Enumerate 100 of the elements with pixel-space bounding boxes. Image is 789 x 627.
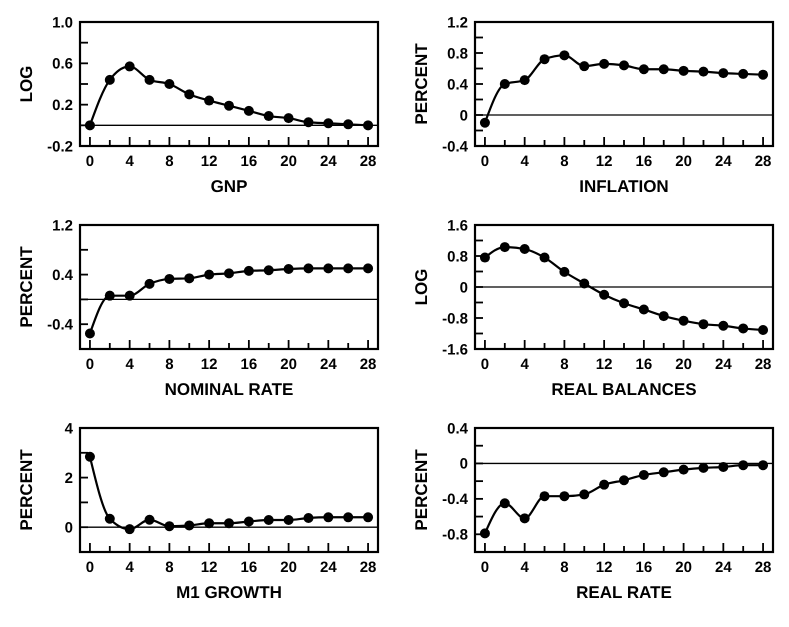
point [264, 111, 274, 122]
y-tick-label: -0.4 [47, 316, 74, 334]
point [84, 452, 95, 462]
x-tick-label: 12 [200, 153, 218, 170]
y-axis-title: PERCENT [412, 42, 431, 125]
y-tick-label: 0.8 [447, 45, 468, 62]
x-tick-label: 4 [520, 153, 530, 170]
point [184, 89, 194, 100]
point [758, 460, 768, 470]
x-tick-label: 20 [675, 153, 692, 170]
point [559, 266, 570, 277]
point [184, 273, 194, 284]
point [520, 244, 530, 254]
point [500, 498, 510, 508]
x-tick-label: 8 [560, 356, 569, 373]
point [698, 462, 708, 473]
x-axis-title: GNP [210, 177, 248, 196]
point [164, 79, 174, 89]
point [343, 119, 354, 130]
point [579, 278, 590, 289]
x-tick-label: 28 [360, 559, 376, 576]
point [579, 489, 590, 500]
point [718, 462, 728, 472]
point [678, 66, 689, 76]
x-tick-label: 20 [280, 559, 297, 576]
point [678, 464, 689, 475]
point [184, 520, 194, 530]
y-tick-label: 0 [64, 519, 73, 536]
point [619, 475, 629, 486]
point [84, 120, 95, 130]
point [104, 290, 115, 301]
point [599, 58, 610, 69]
y-axis-title: PERCENT [17, 246, 36, 328]
y-tick-label: 0.8 [447, 248, 468, 266]
point [559, 491, 570, 502]
point [738, 68, 748, 79]
x-tick-label: 4 [125, 356, 134, 373]
y-tick-label: 4 [64, 420, 74, 438]
point [343, 263, 354, 274]
point [284, 515, 294, 526]
x-tick-label: 0 [86, 356, 94, 373]
point [244, 266, 254, 276]
x-tick-label: 24 [714, 153, 732, 170]
x-axis-title: M1 GROWTH [176, 583, 282, 602]
point [638, 470, 649, 480]
point [363, 512, 374, 522]
x-tick-label: 8 [560, 559, 569, 576]
point [144, 278, 155, 289]
x-tick-label: 0 [86, 559, 94, 576]
x-tick-label: 24 [320, 559, 338, 576]
y-tick-label: 1.6 [447, 217, 468, 234]
x-axis-title: NOMINAL RATE [164, 380, 294, 399]
point [303, 117, 314, 128]
point [619, 60, 629, 70]
x-tick-label: 8 [560, 153, 569, 170]
point [738, 460, 748, 470]
point [658, 311, 669, 322]
y-tick-label: -0.8 [442, 526, 468, 544]
y-axis-title: LOG [17, 66, 36, 102]
point [758, 70, 768, 80]
point [500, 242, 510, 252]
y-tick-label: 0.4 [52, 266, 74, 284]
x-tick-label: 0 [86, 153, 94, 170]
y-tick-label: 0.2 [52, 96, 73, 114]
x-tick-label: 12 [200, 559, 218, 576]
point [343, 512, 354, 522]
point [619, 298, 629, 308]
point [599, 480, 610, 490]
x-axis-title: REAL BALANCES [551, 380, 697, 399]
point [540, 491, 550, 502]
x-tick-label: 28 [754, 153, 772, 170]
point [500, 79, 510, 89]
x-tick-label: 4 [520, 356, 530, 373]
y-axis-title: PERCENT [17, 448, 36, 531]
point [284, 113, 294, 124]
y-tick-label: -1.6 [442, 341, 468, 358]
point [638, 304, 649, 314]
x-tick-label: 28 [754, 559, 772, 576]
point [718, 68, 728, 78]
y-axis-title: LOG [412, 268, 431, 306]
x-tick-label: 4 [125, 153, 134, 170]
x-tick-label: 24 [320, 356, 338, 373]
x-tick-label: 20 [280, 153, 297, 170]
point [144, 514, 155, 525]
point [540, 252, 550, 263]
x-tick-label: 4 [520, 559, 530, 576]
y-tick-label: -0.4 [442, 138, 469, 156]
x-tick-label: 8 [165, 356, 174, 373]
y-tick-label: -0.8 [442, 310, 468, 328]
y-tick-label: 0 [460, 279, 468, 296]
point [520, 513, 530, 524]
point [204, 270, 214, 280]
x-tick-label: 28 [360, 356, 376, 373]
point [718, 320, 728, 331]
point [520, 75, 530, 86]
point [480, 252, 490, 263]
x-tick-label: 12 [200, 356, 218, 373]
point [363, 263, 374, 274]
point [323, 263, 334, 274]
y-tick-label: 0 [460, 456, 468, 473]
